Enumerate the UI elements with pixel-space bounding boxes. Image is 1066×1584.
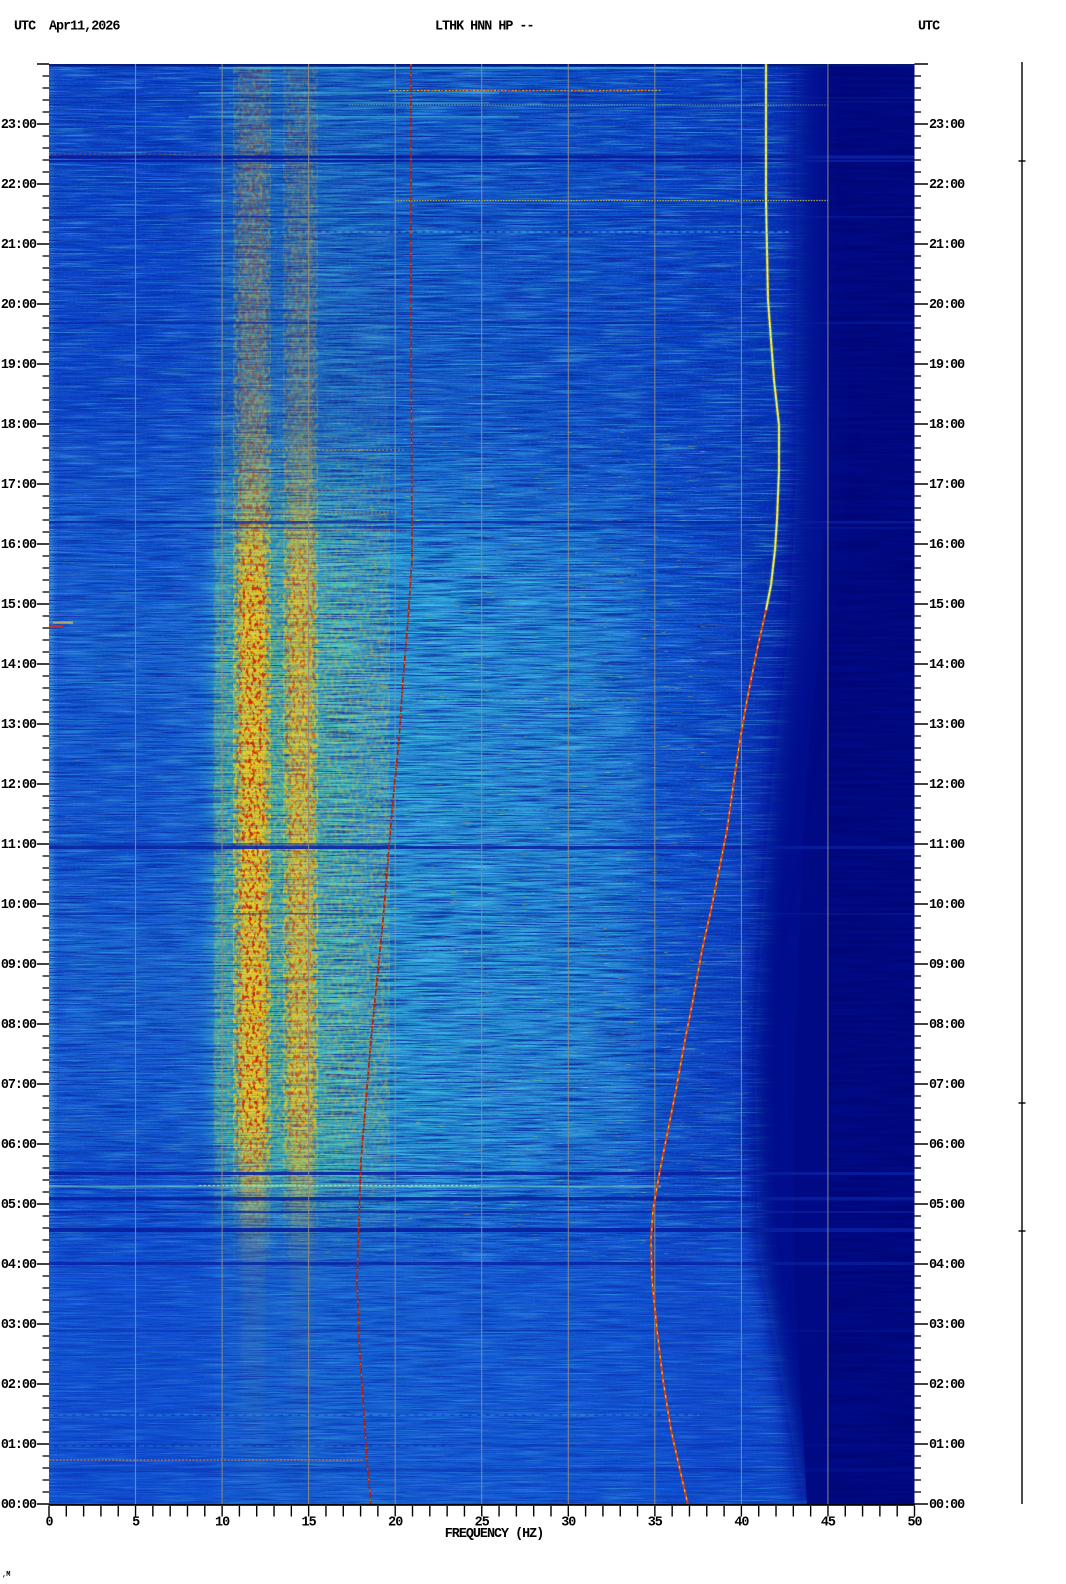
svg-text:00:00: 00:00 <box>1 1498 37 1513</box>
svg-text:10: 10 <box>215 1516 230 1531</box>
svg-text:FREQUENCY (HZ): FREQUENCY (HZ) <box>445 1527 544 1542</box>
svg-text:17:00: 17:00 <box>929 478 965 493</box>
svg-text:09:00: 09:00 <box>1 958 37 973</box>
svg-text:05:00: 05:00 <box>1 1198 37 1213</box>
svg-text:07:00: 07:00 <box>929 1078 965 1093</box>
svg-text:11:00: 11:00 <box>1 838 37 853</box>
svg-text:16:00: 16:00 <box>1 538 37 553</box>
svg-text:13:00: 13:00 <box>1 718 37 733</box>
svg-text:20:00: 20:00 <box>1 298 37 313</box>
svg-text:‚M: ‚M <box>2 1571 10 1579</box>
svg-text:01:00: 01:00 <box>1 1438 37 1453</box>
svg-text:Apr11,2026: Apr11,2026 <box>49 20 120 35</box>
svg-text:18:00: 18:00 <box>1 418 37 433</box>
svg-text:15: 15 <box>302 1516 317 1531</box>
svg-text:12:00: 12:00 <box>929 778 965 793</box>
svg-text:0: 0 <box>45 1516 53 1531</box>
svg-text:03:00: 03:00 <box>1 1318 37 1333</box>
svg-text:08:00: 08:00 <box>929 1018 965 1033</box>
svg-text:19:00: 19:00 <box>1 358 37 373</box>
svg-text:17:00: 17:00 <box>1 478 37 493</box>
svg-text:01:00: 01:00 <box>929 1438 965 1453</box>
svg-text:20:00: 20:00 <box>929 298 965 313</box>
svg-text:23:00: 23:00 <box>1 118 37 133</box>
svg-text:10:00: 10:00 <box>929 898 965 913</box>
svg-text:UTC: UTC <box>14 20 36 35</box>
svg-text:12:00: 12:00 <box>1 778 37 793</box>
svg-text:21:00: 21:00 <box>929 238 965 253</box>
svg-text:14:00: 14:00 <box>929 658 965 673</box>
svg-text:09:00: 09:00 <box>929 958 965 973</box>
svg-text:23:00: 23:00 <box>929 118 965 133</box>
svg-text:05:00: 05:00 <box>929 1198 965 1213</box>
svg-text:22:00: 22:00 <box>929 178 965 193</box>
svg-text:35: 35 <box>648 1516 663 1531</box>
svg-text:18:00: 18:00 <box>929 418 965 433</box>
svg-text:13:00: 13:00 <box>929 718 965 733</box>
svg-text:20: 20 <box>388 1516 403 1531</box>
svg-text:02:00: 02:00 <box>929 1378 965 1393</box>
svg-text:19:00: 19:00 <box>929 358 965 373</box>
svg-text:06:00: 06:00 <box>929 1138 965 1153</box>
svg-text:02:00: 02:00 <box>1 1378 37 1393</box>
svg-text:40: 40 <box>734 1516 749 1531</box>
svg-text:25: 25 <box>475 1516 490 1531</box>
svg-text:5: 5 <box>132 1516 140 1531</box>
svg-text:04:00: 04:00 <box>929 1258 965 1273</box>
svg-text:11:00: 11:00 <box>929 838 965 853</box>
svg-text:14:00: 14:00 <box>1 658 37 673</box>
svg-text:06:00: 06:00 <box>1 1138 37 1153</box>
svg-text:15:00: 15:00 <box>929 598 965 613</box>
svg-text:21:00: 21:00 <box>1 238 37 253</box>
svg-text:00:00: 00:00 <box>929 1498 965 1513</box>
svg-text:30: 30 <box>561 1516 576 1531</box>
svg-text:22:00: 22:00 <box>1 178 37 193</box>
svg-text:03:00: 03:00 <box>929 1318 965 1333</box>
svg-text:08:00: 08:00 <box>1 1018 37 1033</box>
svg-text:15:00: 15:00 <box>1 598 37 613</box>
svg-text:04:00: 04:00 <box>1 1258 37 1273</box>
svg-text:07:00: 07:00 <box>1 1078 37 1093</box>
svg-text:UTC: UTC <box>918 20 940 35</box>
svg-text:LTHK HNN HP --: LTHK HNN HP -- <box>435 20 534 35</box>
svg-text:16:00: 16:00 <box>929 538 965 553</box>
svg-text:10:00: 10:00 <box>1 898 37 913</box>
svg-text:45: 45 <box>821 1516 836 1531</box>
svg-text:50: 50 <box>907 1516 922 1531</box>
